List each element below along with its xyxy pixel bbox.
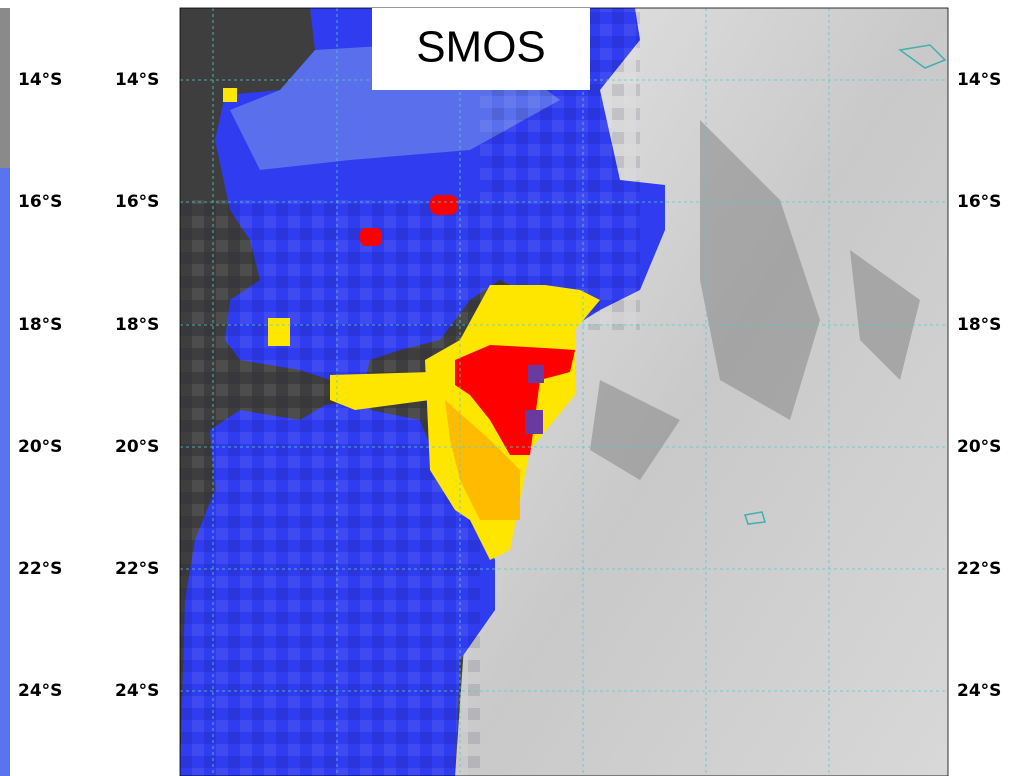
latitude-label: 18°S (18, 315, 62, 335)
map-panel (180, 8, 948, 776)
latitude-label: 22°S (115, 559, 159, 579)
latitude-label: 24°S (18, 681, 62, 701)
smos-high (268, 318, 290, 346)
latitude-label: 14°S (957, 70, 1001, 90)
latitude-label: 16°S (957, 192, 1001, 212)
latitude-label: 18°S (957, 315, 1001, 335)
smos-highest (430, 195, 458, 215)
latitude-label: 16°S (18, 192, 62, 212)
left-panel-cloud (0, 8, 10, 168)
smos-high (223, 88, 237, 102)
latitude-label: 24°S (957, 681, 1001, 701)
smos-extreme (528, 365, 544, 383)
latitude-label: 14°S (115, 70, 159, 90)
map-figure: SMOS 14°S 16°S 18°S 20°S 22°S 24°S 14°S 16°S 18°… (0, 0, 1017, 776)
page: SMOS 14°S 16°S 18°S 20°S 22°S 24°S 14°S 16°S 18°… (0, 0, 1017, 776)
latitude-label: 18°S (115, 315, 159, 335)
latitude-label: 20°S (18, 437, 62, 457)
latitude-label: 16°S (115, 192, 159, 212)
latitude-label: 22°S (957, 559, 1001, 579)
left-panel-data (0, 168, 10, 776)
title: SMOS (416, 23, 546, 72)
smos-highest (360, 228, 382, 246)
latitude-label: 20°S (115, 437, 159, 457)
latitude-label: 22°S (18, 559, 62, 579)
latitude-label: 14°S (18, 70, 62, 90)
latitude-label: 24°S (115, 681, 159, 701)
latitude-label: 20°S (957, 437, 1001, 457)
smos-extreme (525, 410, 543, 434)
